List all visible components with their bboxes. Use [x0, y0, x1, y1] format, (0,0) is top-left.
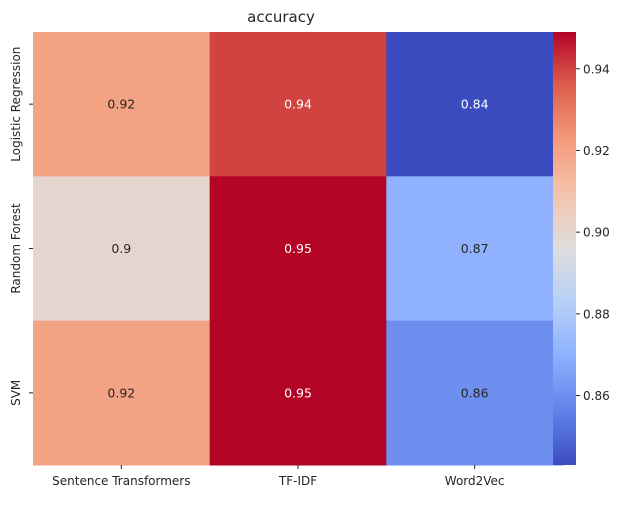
- colorbar-tick-label: 0.92: [583, 144, 610, 158]
- colorbar-tick-label: 0.94: [583, 62, 610, 76]
- y-tick-label: Random Forest: [9, 203, 23, 294]
- cell-value-label: 0.84: [461, 97, 489, 112]
- y-axis-ticks: Logistic Regression Random Forest SVM: [9, 47, 33, 406]
- colorbar: [553, 32, 576, 465]
- heatmap-cell: [209, 320, 387, 466]
- x-tick-label: Word2Vec: [445, 474, 505, 488]
- y-tick-label: Logistic Regression: [9, 47, 23, 162]
- heatmap-cell: [33, 32, 211, 177]
- heatmap-cell: [386, 320, 564, 466]
- y-tick-label: SVM: [9, 380, 23, 406]
- chart-title: accuracy: [247, 8, 315, 26]
- heatmap-cell: [386, 176, 564, 322]
- cell-value-label: 0.86: [461, 385, 489, 400]
- colorbar-tick-label: 0.86: [583, 389, 610, 403]
- heatmap-cells: 0.92 0.94 0.84 0.9 0.95 0.87 0.92 0.95 0.86: [33, 32, 564, 466]
- colorbar-tick-label: 0.90: [583, 226, 610, 240]
- heatmap-cell: [386, 32, 564, 177]
- colorbar-ticks: 0.86 0.88 0.90 0.92 0.94: [576, 62, 610, 403]
- colorbar-tick-label: 0.88: [583, 307, 610, 321]
- x-tick-label: Sentence Transformers: [52, 474, 190, 488]
- x-axis-ticks: Sentence Transformers TF-IDF Word2Vec: [52, 465, 505, 488]
- heatmap-cell: [209, 176, 387, 322]
- cell-value-label: 0.92: [107, 385, 135, 400]
- heatmap-cell: [33, 320, 211, 466]
- x-tick-label: TF-IDF: [278, 474, 317, 488]
- cell-value-label: 0.9: [111, 241, 131, 256]
- cell-value-label: 0.95: [284, 385, 312, 400]
- cell-value-label: 0.92: [107, 97, 135, 112]
- heatmap-cell: [33, 176, 211, 322]
- cell-value-label: 0.95: [284, 241, 312, 256]
- cell-value-label: 0.94: [284, 97, 312, 112]
- heatmap-cell: [209, 32, 387, 177]
- cell-value-label: 0.87: [461, 241, 489, 256]
